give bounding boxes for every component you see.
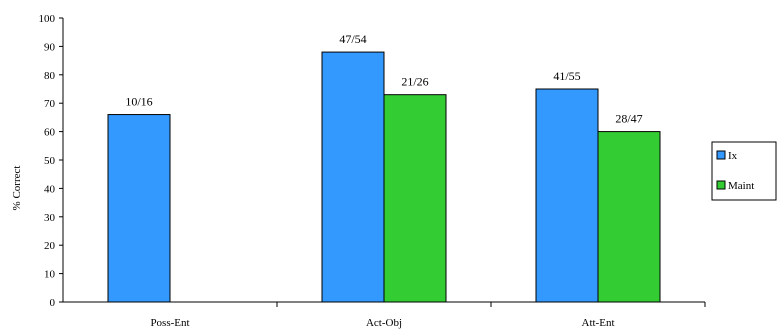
y-tick-label: 20 (44, 240, 56, 252)
legend-swatch (716, 150, 726, 160)
y-tick-label: 80 (44, 70, 56, 82)
y-tick-label: 100 (39, 13, 56, 25)
y-tick-label: 0 (50, 297, 56, 309)
bars (107, 51, 661, 303)
y-tick-label: 70 (44, 98, 56, 110)
x-category-label: Att-Ent (582, 317, 615, 329)
y-tick-label: 40 (44, 183, 56, 195)
data-labels: 10/16 47/54 21/26 41/55 28/47 (125, 32, 642, 126)
bar-maint-att-ent (597, 131, 661, 303)
bar-data-label: 21/26 (401, 75, 428, 89)
y-tick-label: 90 (44, 41, 56, 53)
bar-ix-act-obj (321, 51, 385, 303)
y-tick-label: 60 (44, 127, 56, 139)
legend-swatch (716, 180, 726, 190)
bar-data-label: 28/47 (615, 112, 642, 126)
y-tick-label: 50 (44, 155, 56, 167)
bar-data-label: 10/16 (125, 95, 152, 109)
y-tick-label: 30 (44, 212, 56, 224)
y-tick-label: 10 (44, 269, 56, 281)
bar-ix-att-ent (535, 88, 599, 303)
y-axis-title: % Correct (11, 166, 23, 211)
legend: Ix Maint (711, 141, 777, 201)
legend-label: Ix (728, 150, 738, 162)
x-category-label: Act-Obj (366, 317, 402, 329)
bar-data-label: 41/55 (553, 69, 580, 83)
legend-label: Maint (728, 180, 754, 192)
bar-ix-poss-ent (107, 114, 171, 303)
bar-data-label: 47/54 (339, 32, 366, 46)
bar-maint-act-obj (383, 94, 447, 303)
x-category-label: Poss-Ent (150, 317, 189, 329)
